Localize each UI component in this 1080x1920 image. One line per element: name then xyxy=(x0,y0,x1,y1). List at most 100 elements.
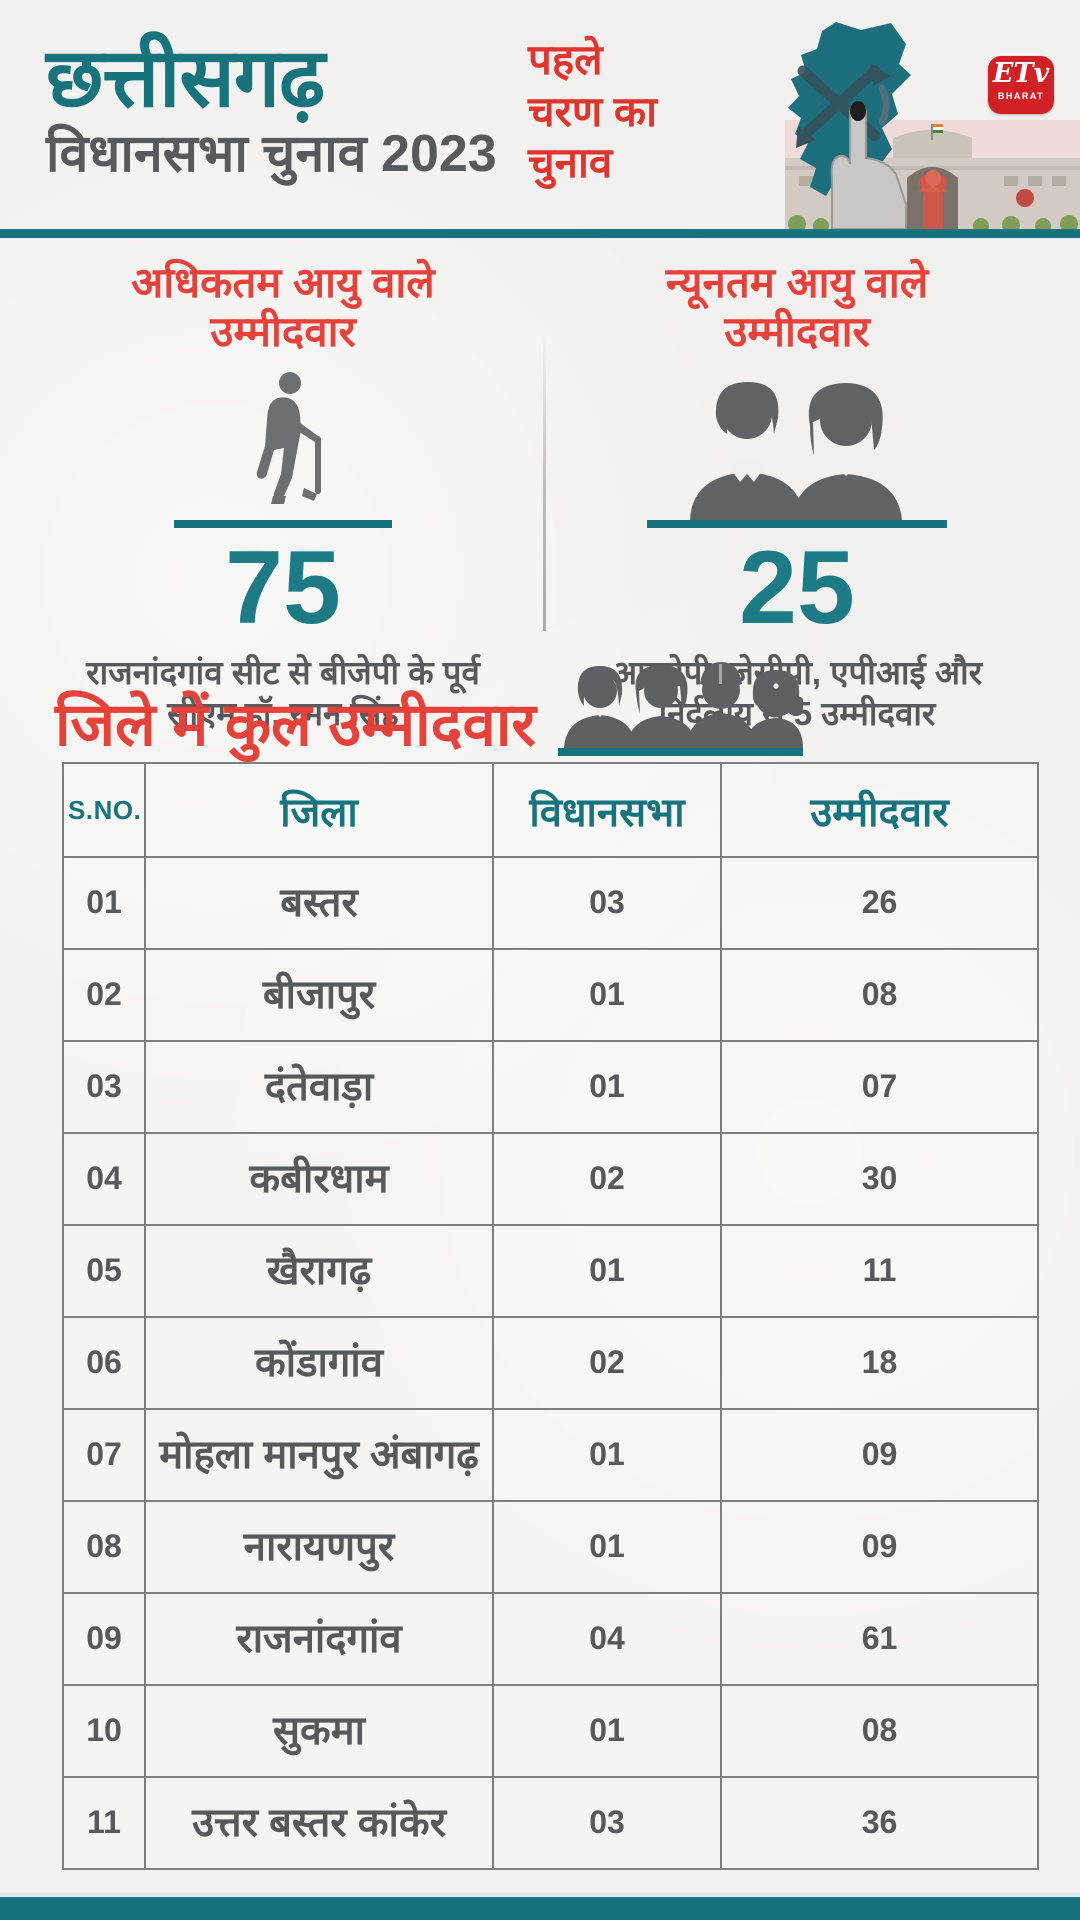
district-cell: दंतेवाड़ा xyxy=(144,1040,494,1134)
serial-cell: 08 xyxy=(62,1500,146,1594)
footer-band xyxy=(0,1897,1080,1920)
candidates-cell: 30 xyxy=(720,1132,1039,1226)
district-cell: खैरागढ़ xyxy=(144,1224,494,1318)
table-row: 03 दंतेवाड़ा 01 07 xyxy=(62,1040,1039,1134)
table-row: 07 मोहला मानपुर अंबागढ़ 01 09 xyxy=(62,1408,1039,1502)
serial-cell: 04 xyxy=(62,1132,146,1226)
table-row: 09 राजनांदगांव 04 61 xyxy=(62,1592,1039,1686)
heading-line: अधिकतम आयु वाले xyxy=(131,259,435,306)
serial-cell: 01 xyxy=(62,856,146,950)
serial-cell: 07 xyxy=(62,1408,146,1502)
chhattisgarh-map-icon xyxy=(788,22,911,229)
district-cell: बीजापुर xyxy=(144,948,494,1042)
serial-cell: 11 xyxy=(62,1776,146,1870)
candidates-cell: 08 xyxy=(720,948,1039,1042)
district-header: जिला xyxy=(144,762,494,858)
phase-line: पहले xyxy=(528,36,603,83)
group-of-candidates-icon xyxy=(557,662,806,756)
serial-cell: 05 xyxy=(62,1224,146,1318)
header-title-block: छत्तीसगढ़ विधानसभा चुनाव 2023 xyxy=(46,33,497,183)
oldest-candidate-caption: राजनांदगांव सीट से बीजेपी के पूर्व सीएम … xyxy=(28,653,538,734)
serial-header: S.NO. xyxy=(62,762,146,858)
candidates-cell: 26 xyxy=(720,856,1039,950)
serial-cell: 02 xyxy=(62,948,146,1042)
candidates-header: उम्मीदवार xyxy=(720,762,1039,858)
candidates-table-body: 01 बस्तर 03 26 02 बीजापुर 01 08 03 दंतेवाड़ा 01 07 0… xyxy=(62,856,1039,1870)
district-cell: राजनांदगांव xyxy=(144,1592,494,1686)
assembly-cell: 01 xyxy=(492,1408,722,1502)
district-cell: उत्तर बस्तर कांकेर xyxy=(144,1776,494,1870)
district-cell: मोहला मानपुर अंबागढ़ xyxy=(144,1408,494,1502)
footer-highlight-line xyxy=(0,1893,1080,1897)
phase-line: चुनाव xyxy=(528,139,613,187)
election-subtitle: विधानसभा चुनाव 2023 xyxy=(46,125,497,183)
oldest-candidate-age: 75 xyxy=(225,530,341,647)
serial-cell: 03 xyxy=(62,1040,146,1134)
table-row: 11 उत्तर बस्तर कांकेर 03 36 xyxy=(62,1776,1039,1870)
state-title: छत्तीसगढ़ xyxy=(46,33,325,124)
assembly-cell: 01 xyxy=(492,1224,722,1318)
elderly-man-with-cane-icon xyxy=(256,372,321,505)
phase-line: चरण का xyxy=(528,87,658,135)
district-candidates-table: S.NO. जिला विधानसभा उम्मीदवार 01 बस्तर 03 2… xyxy=(62,762,1039,1870)
voting-hand-icon xyxy=(830,101,907,229)
candidates-cell: 18 xyxy=(720,1316,1039,1410)
etv-logo-subtext: BHARAT xyxy=(997,91,1045,101)
candidates-cell: 08 xyxy=(720,1684,1039,1778)
table-row: 10 सुकमा 01 08 xyxy=(62,1684,1039,1778)
serial-cell: 06 xyxy=(62,1316,146,1410)
table-row: 06 कोंडागांव 02 18 xyxy=(62,1316,1039,1410)
candidates-cell: 11 xyxy=(720,1224,1039,1318)
assembly-cell: 01 xyxy=(492,1040,722,1134)
table-row: 04 कबीरधाम 02 30 xyxy=(62,1132,1039,1226)
etv-bharat-logo: ETv BHARAT xyxy=(988,56,1054,114)
assembly-cell: 02 xyxy=(492,1316,722,1410)
assembly-cell: 03 xyxy=(492,856,722,950)
assembly-cell: 01 xyxy=(492,948,722,1042)
assembly-cell: 01 xyxy=(492,1500,722,1594)
phase-label: पहले चरण का चुनाव xyxy=(528,34,718,189)
table-row: 02 बीजापुर 01 08 xyxy=(62,948,1039,1042)
candidates-cell: 07 xyxy=(720,1040,1039,1134)
heading-line: उम्मीदवार xyxy=(724,308,870,356)
candidates-cell: 36 xyxy=(720,1776,1039,1870)
district-cell: कबीरधाम xyxy=(144,1132,494,1226)
stat-underline xyxy=(174,520,392,529)
candidates-cell: 61 xyxy=(720,1592,1039,1686)
heading-line: उम्मीदवार xyxy=(210,308,356,356)
district-cell: सुकमा xyxy=(144,1684,494,1778)
candidates-cell: 09 xyxy=(720,1408,1039,1502)
assembly-cell: 04 xyxy=(492,1592,722,1686)
district-cell: बस्तर xyxy=(144,856,494,950)
assembly-header: विधानसभा xyxy=(492,762,722,858)
district-cell: कोंडागांव xyxy=(144,1316,494,1410)
table-row: 08 नारायणपुर 01 09 xyxy=(62,1500,1039,1594)
youngest-candidate-age: 25 xyxy=(739,530,855,647)
caption-line: राजनांदगांव सीट से बीजेपी के पूर्व xyxy=(86,654,480,692)
assembly-cell: 01 xyxy=(492,1684,722,1778)
serial-cell: 09 xyxy=(62,1592,146,1686)
table-row: 05 खैरागढ़ 01 11 xyxy=(62,1224,1039,1318)
etv-logo-text: ETv xyxy=(992,58,1050,89)
serial-cell: 10 xyxy=(62,1684,146,1778)
youngest-candidate-heading: न्यूनतम आयु वाले उम्मीदवार xyxy=(542,258,1052,356)
oldest-candidate-panel: अधिकतम आयु वाले उम्मीदवार 75 राजनांदगांव… xyxy=(28,258,538,734)
assembly-cell: 02 xyxy=(492,1132,722,1226)
table-row: 01 बस्तर 03 26 xyxy=(62,856,1039,950)
stat-underline xyxy=(647,520,947,529)
assembly-cell: 03 xyxy=(492,1776,722,1870)
stats-vertical-divider xyxy=(543,336,546,631)
table-section-heading: जिले में कुल उम्मीदवार xyxy=(55,658,806,758)
table-title: जिले में कुल उम्मीदवार xyxy=(55,691,536,758)
header-divider-rule xyxy=(0,229,1080,238)
candidates-cell: 09 xyxy=(720,1500,1039,1594)
header-collage xyxy=(610,0,1080,229)
oldest-candidate-heading: अधिकतम आयु वाले उम्मीदवार xyxy=(28,258,538,356)
heading-line: न्यूनतम आयु वाले xyxy=(665,259,929,306)
district-cell: नारायणपुर xyxy=(144,1500,494,1594)
young-man-and-woman-icon xyxy=(690,382,902,521)
table-header-row: S.NO. जिला विधानसभा उम्मीदवार xyxy=(62,762,1039,858)
caption-line: सीएम डॉ. रमन सिंह xyxy=(167,694,399,732)
ashoka-pillar-statue xyxy=(919,170,947,229)
